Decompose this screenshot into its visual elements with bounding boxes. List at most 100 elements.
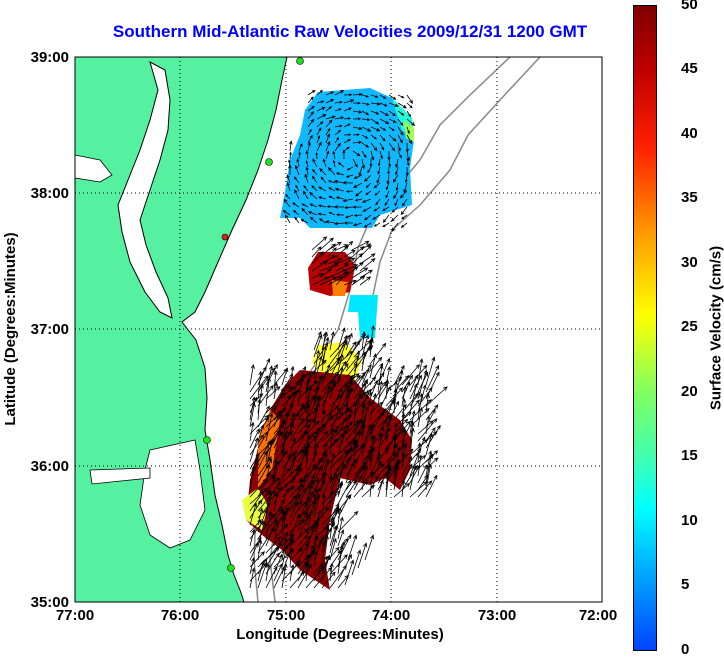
velocity-arrow <box>319 255 337 265</box>
velocity-arrow <box>346 166 354 171</box>
velocity-arrow <box>249 414 269 435</box>
station-marker <box>203 436 211 444</box>
velocity-arrow <box>401 364 420 386</box>
velocity-arrow <box>297 542 310 561</box>
velocity-arrow <box>342 198 354 203</box>
velocity-arrow <box>425 386 448 407</box>
velocity-arrow <box>289 547 294 568</box>
velocity-arrow <box>293 176 300 184</box>
velocity-arrow <box>367 166 372 174</box>
velocity-arrow <box>369 342 387 365</box>
velocity-arrow <box>409 374 419 393</box>
velocity-arrow <box>307 89 316 96</box>
velocity-arrow <box>365 182 372 189</box>
velocity-arrow <box>406 158 410 167</box>
velocity-arrow <box>283 198 291 208</box>
velocity-arrow <box>289 571 305 589</box>
colorbar-tick-label: 10 <box>681 512 698 529</box>
velocity-arrow <box>307 96 314 104</box>
velocity-arrow <box>385 182 390 191</box>
velocity-arrow <box>313 355 323 386</box>
velocity-arrow <box>249 567 256 589</box>
velocity-arrow <box>343 146 350 152</box>
velocity-arrow <box>409 427 415 449</box>
velocity-arrow <box>337 354 344 372</box>
velocity-arrow <box>301 203 309 208</box>
velocity-arrow <box>318 218 327 224</box>
velocity-arrow <box>273 407 287 421</box>
velocity-arrow <box>343 279 357 286</box>
velocity-arrow <box>273 553 283 575</box>
velocity-arrow <box>325 150 330 160</box>
velocity-arrow <box>345 480 358 498</box>
velocity-arrow <box>321 459 330 484</box>
x-tick-label: 77:00 <box>56 607 94 624</box>
velocity-arrow <box>305 524 316 554</box>
velocity-arrow <box>406 94 414 104</box>
velocity-arrow <box>289 501 298 519</box>
velocity-arrow <box>388 118 397 123</box>
plot-frame <box>74 56 603 603</box>
velocity-arrow <box>319 237 334 251</box>
velocity-arrow <box>249 396 256 421</box>
velocity-arrow <box>265 541 282 568</box>
velocity-arrow <box>321 546 340 568</box>
velocity-arrow <box>365 190 372 196</box>
velocity-arrow <box>382 206 390 211</box>
velocity-arrow <box>285 194 291 200</box>
velocity-arrow <box>385 392 397 421</box>
velocity-arrow <box>382 222 390 228</box>
velocity-arrow <box>281 403 294 421</box>
velocity-arrow <box>297 477 303 498</box>
velocity-arrow <box>313 566 332 589</box>
velocity-field-middle-cyan <box>348 295 378 338</box>
velocity-arrow <box>316 141 322 152</box>
velocity-arrow <box>329 426 346 442</box>
velocity-arrow <box>265 563 271 582</box>
velocity-arrow <box>351 275 366 286</box>
velocity-arrow <box>370 110 380 115</box>
velocity-arrow <box>257 561 268 589</box>
velocity-arrow <box>352 182 363 189</box>
velocity-arrow <box>373 182 381 189</box>
velocity-arrow <box>361 406 369 435</box>
velocity-arrow <box>376 174 381 184</box>
velocity-arrow <box>316 121 324 128</box>
velocity-arrow <box>329 489 334 512</box>
colorbar-tick-label: 35 <box>681 189 698 206</box>
velocity-arrow <box>296 158 300 168</box>
velocity-arrow <box>373 222 381 227</box>
velocity-arrow <box>294 216 300 224</box>
velocity-arrow <box>316 114 327 120</box>
velocity-arrow <box>321 370 340 393</box>
velocity-arrow <box>325 133 330 144</box>
velocity-arrow <box>319 268 332 279</box>
velocity-arrow <box>347 534 358 561</box>
velocity-arrow <box>327 247 337 258</box>
velocity-arrow <box>359 276 372 286</box>
velocity-arrow <box>361 379 369 400</box>
velocity-arrow <box>343 117 352 120</box>
velocity-arrow <box>325 119 333 128</box>
velocity-arrow <box>417 392 424 421</box>
velocity-arrow <box>249 366 267 393</box>
velocity-arrow <box>321 521 335 547</box>
velocity-arrow <box>334 116 345 120</box>
velocity-arrow <box>273 410 281 428</box>
velocity-arrow <box>289 437 296 456</box>
velocity-arrow <box>425 463 432 491</box>
velocity-arrow <box>334 90 345 96</box>
y-tick-label: 37:00 <box>31 321 69 338</box>
velocity-arrow <box>257 398 262 421</box>
velocity-arrow <box>335 256 353 265</box>
velocity-arrow <box>257 431 268 449</box>
velocity-arrow <box>393 464 400 491</box>
y-tick-label: 38:00 <box>31 185 69 202</box>
velocity-arrow <box>300 219 309 224</box>
velocity-arrow <box>329 387 343 414</box>
velocity-arrow <box>388 102 399 107</box>
velocity-arrow <box>257 509 267 533</box>
velocity-arrow <box>352 222 363 227</box>
velocity-arrow <box>321 331 327 358</box>
velocity-arrow <box>358 166 363 177</box>
